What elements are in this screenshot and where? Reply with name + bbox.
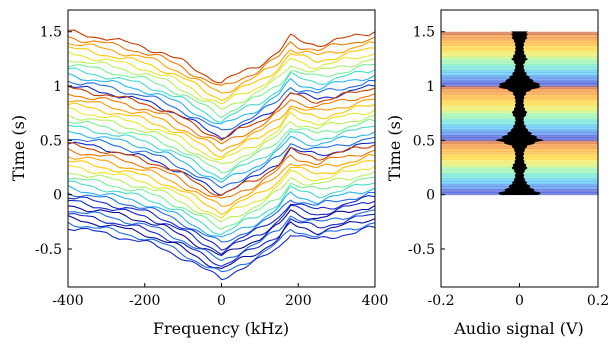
left-y-tick-label: 1	[53, 79, 62, 95]
spectrum-line	[68, 205, 375, 257]
spectrum-line	[68, 41, 375, 94]
spectrum-line	[68, 29, 375, 84]
audio-signal-envelope	[495, 31, 544, 195]
spectrum-line	[68, 141, 375, 196]
spectrum-line	[68, 118, 375, 174]
left-y-tick-label: 0.5	[40, 133, 62, 149]
left-x-tick-label: 400	[362, 293, 389, 309]
left-x-axis-label: Frequency (kHz)	[153, 319, 289, 338]
left-x-tick-label: 0	[217, 293, 226, 309]
right-y-tick-label: 0	[426, 188, 435, 204]
spectrum-line	[68, 214, 375, 270]
spectrum-line	[68, 85, 375, 141]
left-x-ticks: -400 -200 0 200 400	[52, 283, 388, 309]
left-y-axis-label: Time (s)	[9, 115, 28, 181]
spectrum-line	[68, 180, 375, 236]
spectrum-line	[68, 63, 375, 119]
audio-signal-trace	[495, 31, 544, 195]
spectrum-line	[68, 80, 375, 131]
right-y-tick-label: 0.5	[413, 133, 435, 149]
spectrum-line	[68, 84, 375, 140]
left-x-tick-label: -200	[129, 293, 160, 309]
left-y-tick-label: 1.5	[40, 25, 62, 41]
spectrum-line	[68, 185, 375, 238]
audio-panel: -0.2 0 0.2 -0.5 0 0.5 1 1.5 Audio signal (V) T…	[385, 9, 609, 338]
spectrum-line	[68, 72, 375, 125]
spectrum-line	[68, 191, 375, 243]
spectrum-line	[68, 93, 375, 145]
spectrum-line	[68, 36, 375, 86]
spectrum-line	[68, 114, 375, 165]
spectrum-line	[68, 176, 375, 230]
spectrum-line	[68, 136, 375, 189]
right-y-tick-label: 1.5	[413, 25, 435, 41]
spectrum-line	[68, 153, 375, 207]
spectrum-line	[68, 171, 375, 223]
spectrum-line	[68, 225, 375, 281]
spectrum-line	[68, 51, 375, 105]
left-x-tick-label: -400	[52, 293, 83, 309]
left-y-ticks: -0.5 0 0.5 1 1.5	[35, 25, 72, 258]
left-y-tick-label: -0.5	[35, 242, 62, 258]
spectrum-line	[68, 212, 375, 267]
left-y-tick-label: 0	[53, 188, 62, 204]
spectrum-line	[68, 195, 375, 251]
spectrum-line	[68, 148, 375, 199]
spectrum-line	[68, 58, 375, 111]
spectrum-line	[68, 98, 375, 152]
right-y-tick-label: 1	[426, 79, 435, 95]
spectrum-line	[68, 164, 375, 219]
spectrum-line	[68, 124, 375, 180]
right-x-tick-label: 0.2	[587, 293, 609, 309]
spectrum-line	[68, 67, 375, 123]
right-x-axis-label: Audio signal (V)	[453, 319, 584, 338]
right-x-tick-label: -0.2	[428, 293, 455, 309]
right-y-ticks: -0.5 0 0.5 1 1.5	[408, 25, 445, 258]
spectrum-line	[68, 221, 375, 273]
left-x-tick-label: 200	[285, 293, 312, 309]
spectrum-line	[68, 199, 375, 255]
spectrum-line	[68, 102, 375, 158]
spectrum-line	[68, 160, 375, 216]
right-y-tick-label: -0.5	[408, 242, 435, 258]
right-y-axis-label: Time (s)	[385, 115, 404, 181]
spectrum-lines	[68, 29, 375, 281]
spectrum-line	[68, 130, 375, 183]
spectrum-line	[68, 46, 375, 102]
right-x-ticks: -0.2 0 0.2	[428, 283, 609, 309]
frequency-panel: -400 -200 0 200 400 -0.5 0 0.5 1 1.5 Frequency (…	[9, 9, 388, 338]
spectrum-line	[68, 107, 375, 160]
right-x-tick-label: 0	[515, 293, 524, 309]
